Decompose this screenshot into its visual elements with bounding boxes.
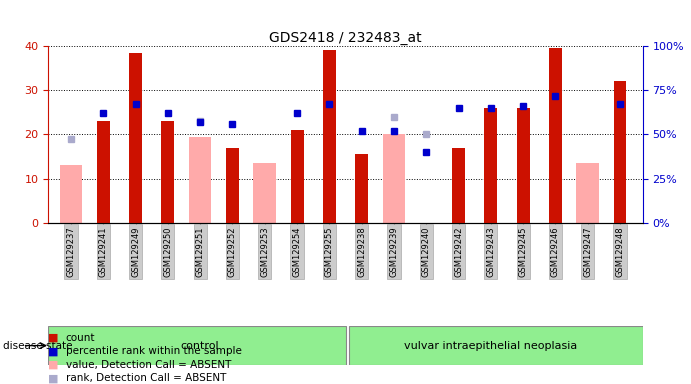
Text: ■: ■ bbox=[48, 346, 59, 356]
Bar bbox=[48, 326, 346, 365]
Text: GSM129243: GSM129243 bbox=[486, 227, 495, 277]
Bar bbox=[614, 81, 627, 223]
Bar bbox=[59, 166, 82, 223]
Text: GSM129241: GSM129241 bbox=[99, 227, 108, 277]
Bar bbox=[355, 154, 368, 223]
Bar bbox=[323, 50, 336, 223]
Text: GSM129253: GSM129253 bbox=[261, 227, 269, 277]
Bar bbox=[576, 163, 599, 223]
Bar bbox=[349, 326, 643, 365]
Bar bbox=[517, 108, 529, 223]
Text: GSM129250: GSM129250 bbox=[163, 227, 172, 277]
Title: GDS2418 / 232483_at: GDS2418 / 232483_at bbox=[269, 31, 422, 45]
Bar bbox=[484, 108, 498, 223]
Text: GSM129240: GSM129240 bbox=[422, 227, 430, 277]
Bar bbox=[549, 48, 562, 223]
Text: GSM129246: GSM129246 bbox=[551, 227, 560, 277]
Text: control: control bbox=[181, 341, 220, 351]
Text: ■: ■ bbox=[48, 360, 59, 370]
Text: count: count bbox=[66, 333, 95, 343]
Text: GSM129247: GSM129247 bbox=[583, 227, 592, 277]
Text: GSM129238: GSM129238 bbox=[357, 227, 366, 277]
Text: ■: ■ bbox=[48, 333, 59, 343]
Text: GSM129237: GSM129237 bbox=[66, 227, 75, 277]
Text: vulvar intraepithelial neoplasia: vulvar intraepithelial neoplasia bbox=[404, 341, 578, 351]
Bar bbox=[129, 53, 142, 223]
Text: percentile rank within the sample: percentile rank within the sample bbox=[66, 346, 242, 356]
Bar bbox=[97, 121, 110, 223]
Text: GSM129245: GSM129245 bbox=[519, 227, 528, 277]
Text: ■: ■ bbox=[48, 373, 59, 383]
Bar bbox=[383, 134, 405, 223]
Bar bbox=[291, 130, 303, 223]
Text: GSM129239: GSM129239 bbox=[390, 227, 399, 277]
Text: GSM129251: GSM129251 bbox=[196, 227, 205, 277]
Text: disease state: disease state bbox=[3, 341, 73, 351]
Text: GSM129254: GSM129254 bbox=[292, 227, 301, 277]
Bar bbox=[226, 148, 239, 223]
Bar bbox=[254, 163, 276, 223]
Text: value, Detection Call = ABSENT: value, Detection Call = ABSENT bbox=[66, 360, 231, 370]
Text: GSM129252: GSM129252 bbox=[228, 227, 237, 277]
Bar bbox=[162, 121, 174, 223]
Text: GSM129242: GSM129242 bbox=[454, 227, 463, 277]
Bar bbox=[189, 137, 211, 223]
Bar bbox=[452, 148, 465, 223]
Text: GSM129249: GSM129249 bbox=[131, 227, 140, 277]
Text: GSM129255: GSM129255 bbox=[325, 227, 334, 277]
Text: rank, Detection Call = ABSENT: rank, Detection Call = ABSENT bbox=[66, 373, 226, 383]
Text: GSM129248: GSM129248 bbox=[616, 227, 625, 277]
